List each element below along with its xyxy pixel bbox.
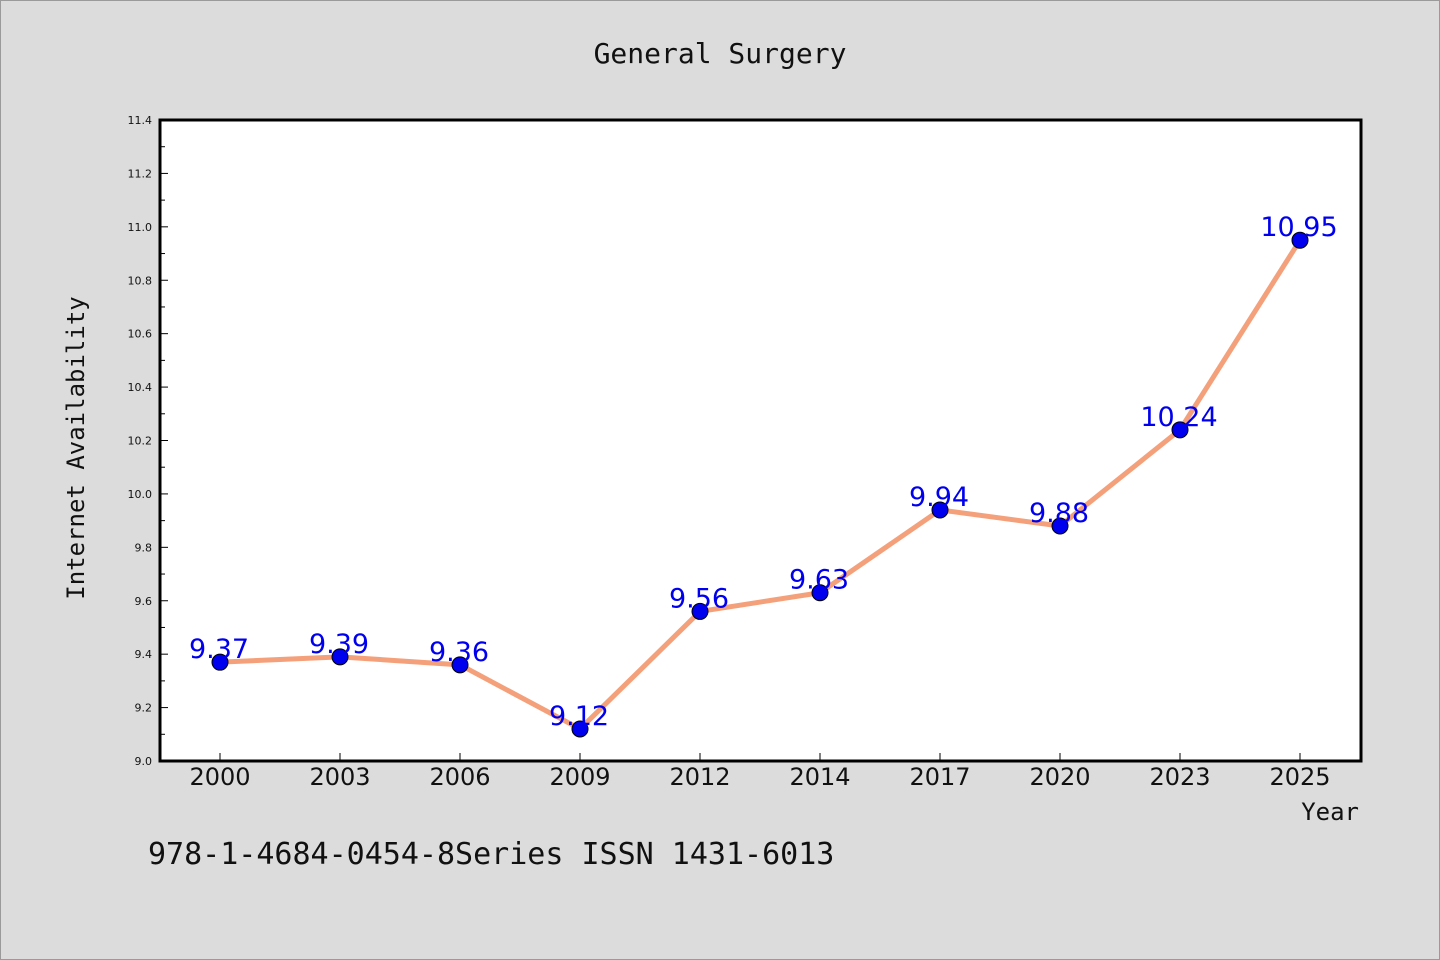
x-tick-label: 2020: [1029, 763, 1090, 791]
x-tick-label: 2000: [189, 763, 250, 791]
y-axis-label: Internet Availability: [62, 296, 90, 599]
x-tick-label: 2025: [1269, 763, 1330, 791]
data-point: [931, 501, 949, 519]
data-label: 9.39: [309, 629, 369, 660]
data-label: 9.12: [549, 701, 609, 732]
data-label: 9.56: [669, 583, 729, 614]
x-tick-label: 2003: [309, 763, 370, 791]
plot-area: [160, 120, 1361, 761]
data-label: 9.36: [429, 637, 489, 668]
data-point: [1051, 517, 1069, 535]
data-label: 9.94: [909, 482, 969, 513]
y-tick-label: 9.6: [135, 595, 153, 608]
data-label: 10.24: [1140, 402, 1217, 433]
data-point: [571, 720, 589, 738]
y-tick-label: 9.2: [135, 702, 153, 715]
x-tick-label: 2009: [549, 763, 610, 791]
y-tick-label: 10.8: [128, 274, 153, 287]
y-tick-label: 9.0: [135, 755, 153, 768]
data-point: [811, 584, 829, 602]
data-point: [331, 648, 349, 666]
y-tick-label: 9.8: [135, 541, 153, 554]
y-tick-label: 10.2: [128, 435, 153, 448]
data-point: [451, 656, 469, 674]
series-layer: [211, 231, 1309, 738]
chart-title: General Surgery: [594, 37, 847, 70]
y-tick-label: 10.4: [128, 381, 153, 394]
data-point: [211, 653, 229, 671]
data-label-layer: 9.37 9.39 9.36 9.12 9.56 9.63 9.94 9.88 10.24 10.…: [189, 212, 1338, 732]
footnote: 978-1-4684-0454-8Series ISSN 1431-6013: [148, 837, 834, 872]
y-tick-label: 11.0: [128, 221, 153, 234]
x-tick-label: 2014: [789, 763, 850, 791]
x-axis-label: Year: [1301, 798, 1359, 826]
data-label: 9.37: [189, 634, 249, 665]
y-tick-label: 10.6: [128, 328, 153, 341]
y-tick-label: 11.4: [128, 114, 153, 127]
y-tick-label: 10.0: [128, 488, 153, 501]
x-tick-label: 2006: [429, 763, 490, 791]
x-tick-label: 2012: [669, 763, 730, 791]
plot-border: [158, 118, 1363, 763]
series-line: [217, 237, 1303, 732]
data-point: [1171, 421, 1189, 439]
y-tick-label: 9.4: [135, 648, 153, 661]
data-label: 9.88: [1029, 498, 1089, 529]
x-tick-label: 2017: [909, 763, 970, 791]
data-label: 10.95: [1260, 212, 1337, 243]
x-tick-label: 2023: [1149, 763, 1210, 791]
data-point: [1291, 231, 1309, 249]
data-point: [691, 602, 709, 620]
data-label: 9.63: [789, 565, 849, 596]
x-axis: 2000 2003 2006 2009 2012 2014 2017 2020 2023 2025: [189, 753, 1331, 791]
y-tick-label: 11.2: [128, 167, 153, 180]
